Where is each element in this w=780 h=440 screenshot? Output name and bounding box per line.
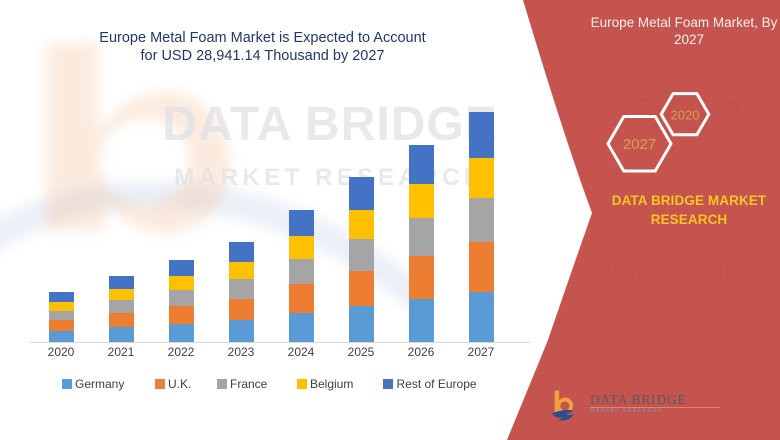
svg-text:2027: 2027 (623, 136, 656, 153)
svg-text:2020: 2020 (671, 108, 700, 123)
